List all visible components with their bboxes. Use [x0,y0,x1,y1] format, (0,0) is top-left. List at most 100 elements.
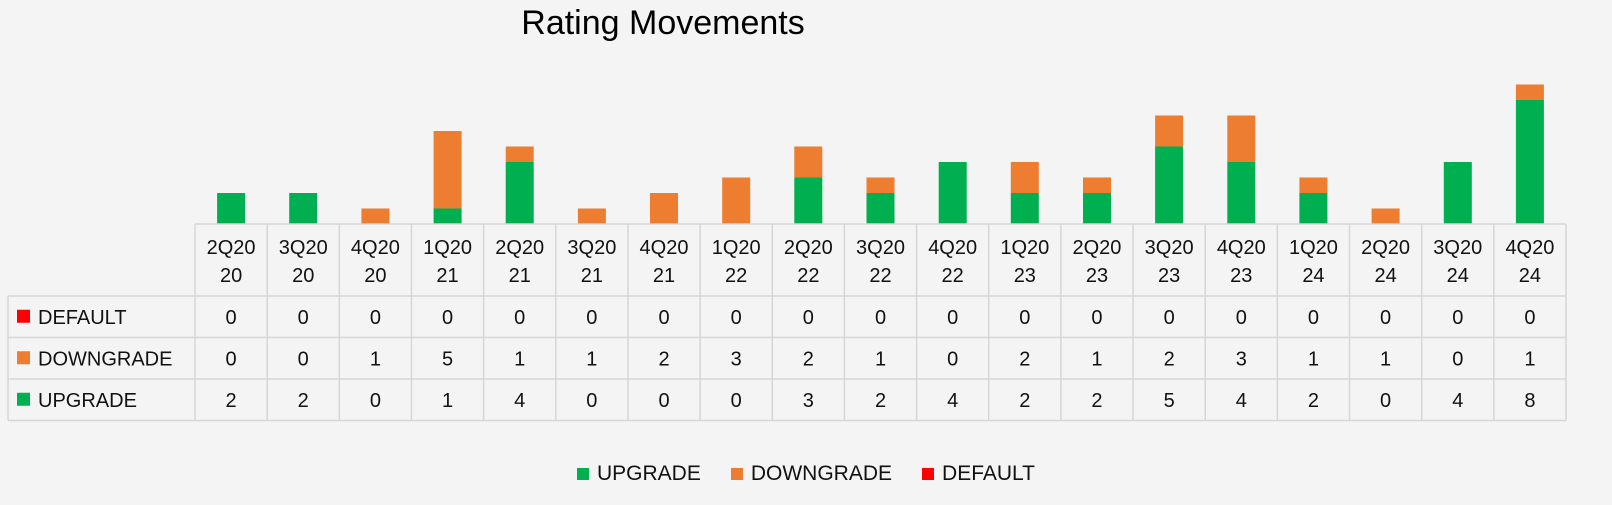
cell-default-12: 0 [1091,307,1102,329]
row-label-default: DEFAULT [38,307,127,329]
cell-upgrade-12: 2 [1091,390,1102,412]
category-label-11-0: 1Q20 [1000,237,1049,259]
category-label-4-1: 21 [509,265,531,287]
legend-label-downgrade: DOWNGRADE [750,462,893,485]
category-label-0-0: 2Q20 [207,237,256,259]
bar-downgrade-14 [1227,115,1256,162]
cell-downgrade-16: 1 [1380,348,1391,370]
cell-downgrade-10: 0 [947,348,958,370]
category-label-9-1: 22 [869,265,891,287]
category-label-7-1: 22 [725,265,747,287]
category-label-6-1: 21 [653,265,675,287]
bar-upgrade-9 [866,193,895,224]
category-label-15-0: 1Q20 [1289,237,1338,259]
cell-downgrade-6: 2 [658,348,669,370]
cell-downgrade-15: 1 [1308,348,1319,370]
category-label-13-0: 3Q20 [1145,237,1194,259]
cell-default-1: 0 [298,307,309,329]
category-label-7-0: 1Q20 [712,237,761,259]
category-label-12-1: 23 [1086,265,1108,287]
category-label-11-1: 23 [1014,265,1036,287]
category-label-14-0: 4Q20 [1217,237,1266,259]
cell-downgrade-11: 2 [1019,348,1030,370]
cell-upgrade-14: 4 [1236,390,1247,412]
category-label-2-1: 20 [364,265,386,287]
legend-label-upgrade: UPGRADE [597,462,701,485]
cell-upgrade-3: 1 [442,390,453,412]
category-label-14-1: 23 [1230,265,1252,287]
category-label-17-1: 24 [1447,265,1469,287]
cell-upgrade-4: 4 [514,390,525,412]
cell-upgrade-11: 2 [1019,390,1030,412]
data-table-grid [7,223,1567,422]
category-label-18-1: 24 [1519,265,1541,287]
cell-downgrade-1: 0 [298,348,309,370]
row-label-upgrade: UPGRADE [38,390,137,412]
bar-downgrade-9 [866,177,895,193]
bar-downgrade-6 [650,193,678,224]
cell-default-6: 0 [658,307,669,329]
cell-downgrade-2: 1 [370,348,381,370]
category-label-13-1: 23 [1158,265,1180,287]
cell-upgrade-13: 5 [1164,390,1175,412]
bar-layer [217,84,1544,224]
cell-downgrade-4: 1 [514,348,525,370]
bar-downgrade-3 [433,131,462,209]
legend-label-default: DEFAULT [942,462,1035,485]
category-label-8-1: 22 [797,265,819,287]
cell-upgrade-0: 2 [226,390,237,412]
cell-upgrade-2: 0 [370,390,381,412]
category-label-8-0: 2Q20 [784,237,833,259]
bar-upgrade-0 [217,193,246,224]
cell-upgrade-10: 4 [947,390,958,412]
bar-downgrade-18 [1515,84,1544,100]
category-label-18-0: 4Q20 [1505,237,1554,259]
category-label-9-0: 3Q20 [856,237,905,259]
bar-upgrade-15 [1299,193,1328,224]
bar-upgrade-13 [1155,146,1184,224]
cell-downgrade-8: 2 [803,348,814,370]
cell-downgrade-18: 1 [1524,348,1535,370]
category-label-10-0: 4Q20 [928,237,977,259]
category-label-12-0: 2Q20 [1073,237,1122,259]
category-label-1-0: 3Q20 [279,237,328,259]
bar-downgrade-13 [1155,115,1184,147]
cell-upgrade-9: 2 [875,390,886,412]
category-label-4-0: 2Q20 [495,237,544,259]
category-label-6-0: 4Q20 [640,237,689,259]
cell-upgrade-18: 8 [1524,390,1535,412]
cell-upgrade-7: 0 [731,390,742,412]
bar-upgrade-10 [938,162,967,224]
cell-downgrade-12: 1 [1091,348,1102,370]
category-label-2-0: 4Q20 [351,237,400,259]
legend-item-downgrade: DOWNGRADE [730,462,893,486]
cell-downgrade-14: 3 [1236,348,1247,370]
cell-default-11: 0 [1019,307,1030,329]
bar-downgrade-7 [722,177,751,224]
cell-downgrade-9: 1 [875,348,886,370]
legend-swatch-default [922,468,935,480]
category-label-16-0: 2Q20 [1361,237,1410,259]
legend-swatch-downgrade [730,468,743,480]
row-label-downgrade: DOWNGRADE [38,348,172,370]
cell-downgrade-5: 1 [586,348,597,370]
bar-upgrade-4 [505,162,534,224]
bar-upgrade-3 [433,208,462,224]
cell-default-18: 0 [1524,307,1535,329]
bar-downgrade-16 [1371,208,1400,224]
cell-default-3: 0 [442,307,453,329]
chart-legend: UPGRADE DOWNGRADE DEFAULT [0,462,1612,486]
cell-default-10: 0 [947,307,958,329]
cell-upgrade-6: 0 [658,390,669,412]
cell-default-2: 0 [370,307,381,329]
category-label-5-1: 21 [581,265,603,287]
cell-downgrade-17: 0 [1452,348,1463,370]
legend-swatch-upgrade [577,468,589,480]
legend-item-default: DEFAULT [922,462,1035,486]
bar-downgrade-15 [1299,177,1328,193]
row-key-downgrade [17,351,30,365]
category-label-16-1: 24 [1374,265,1396,287]
chart-title: Rating Movements [521,4,805,42]
category-label-15-1: 24 [1302,265,1324,287]
